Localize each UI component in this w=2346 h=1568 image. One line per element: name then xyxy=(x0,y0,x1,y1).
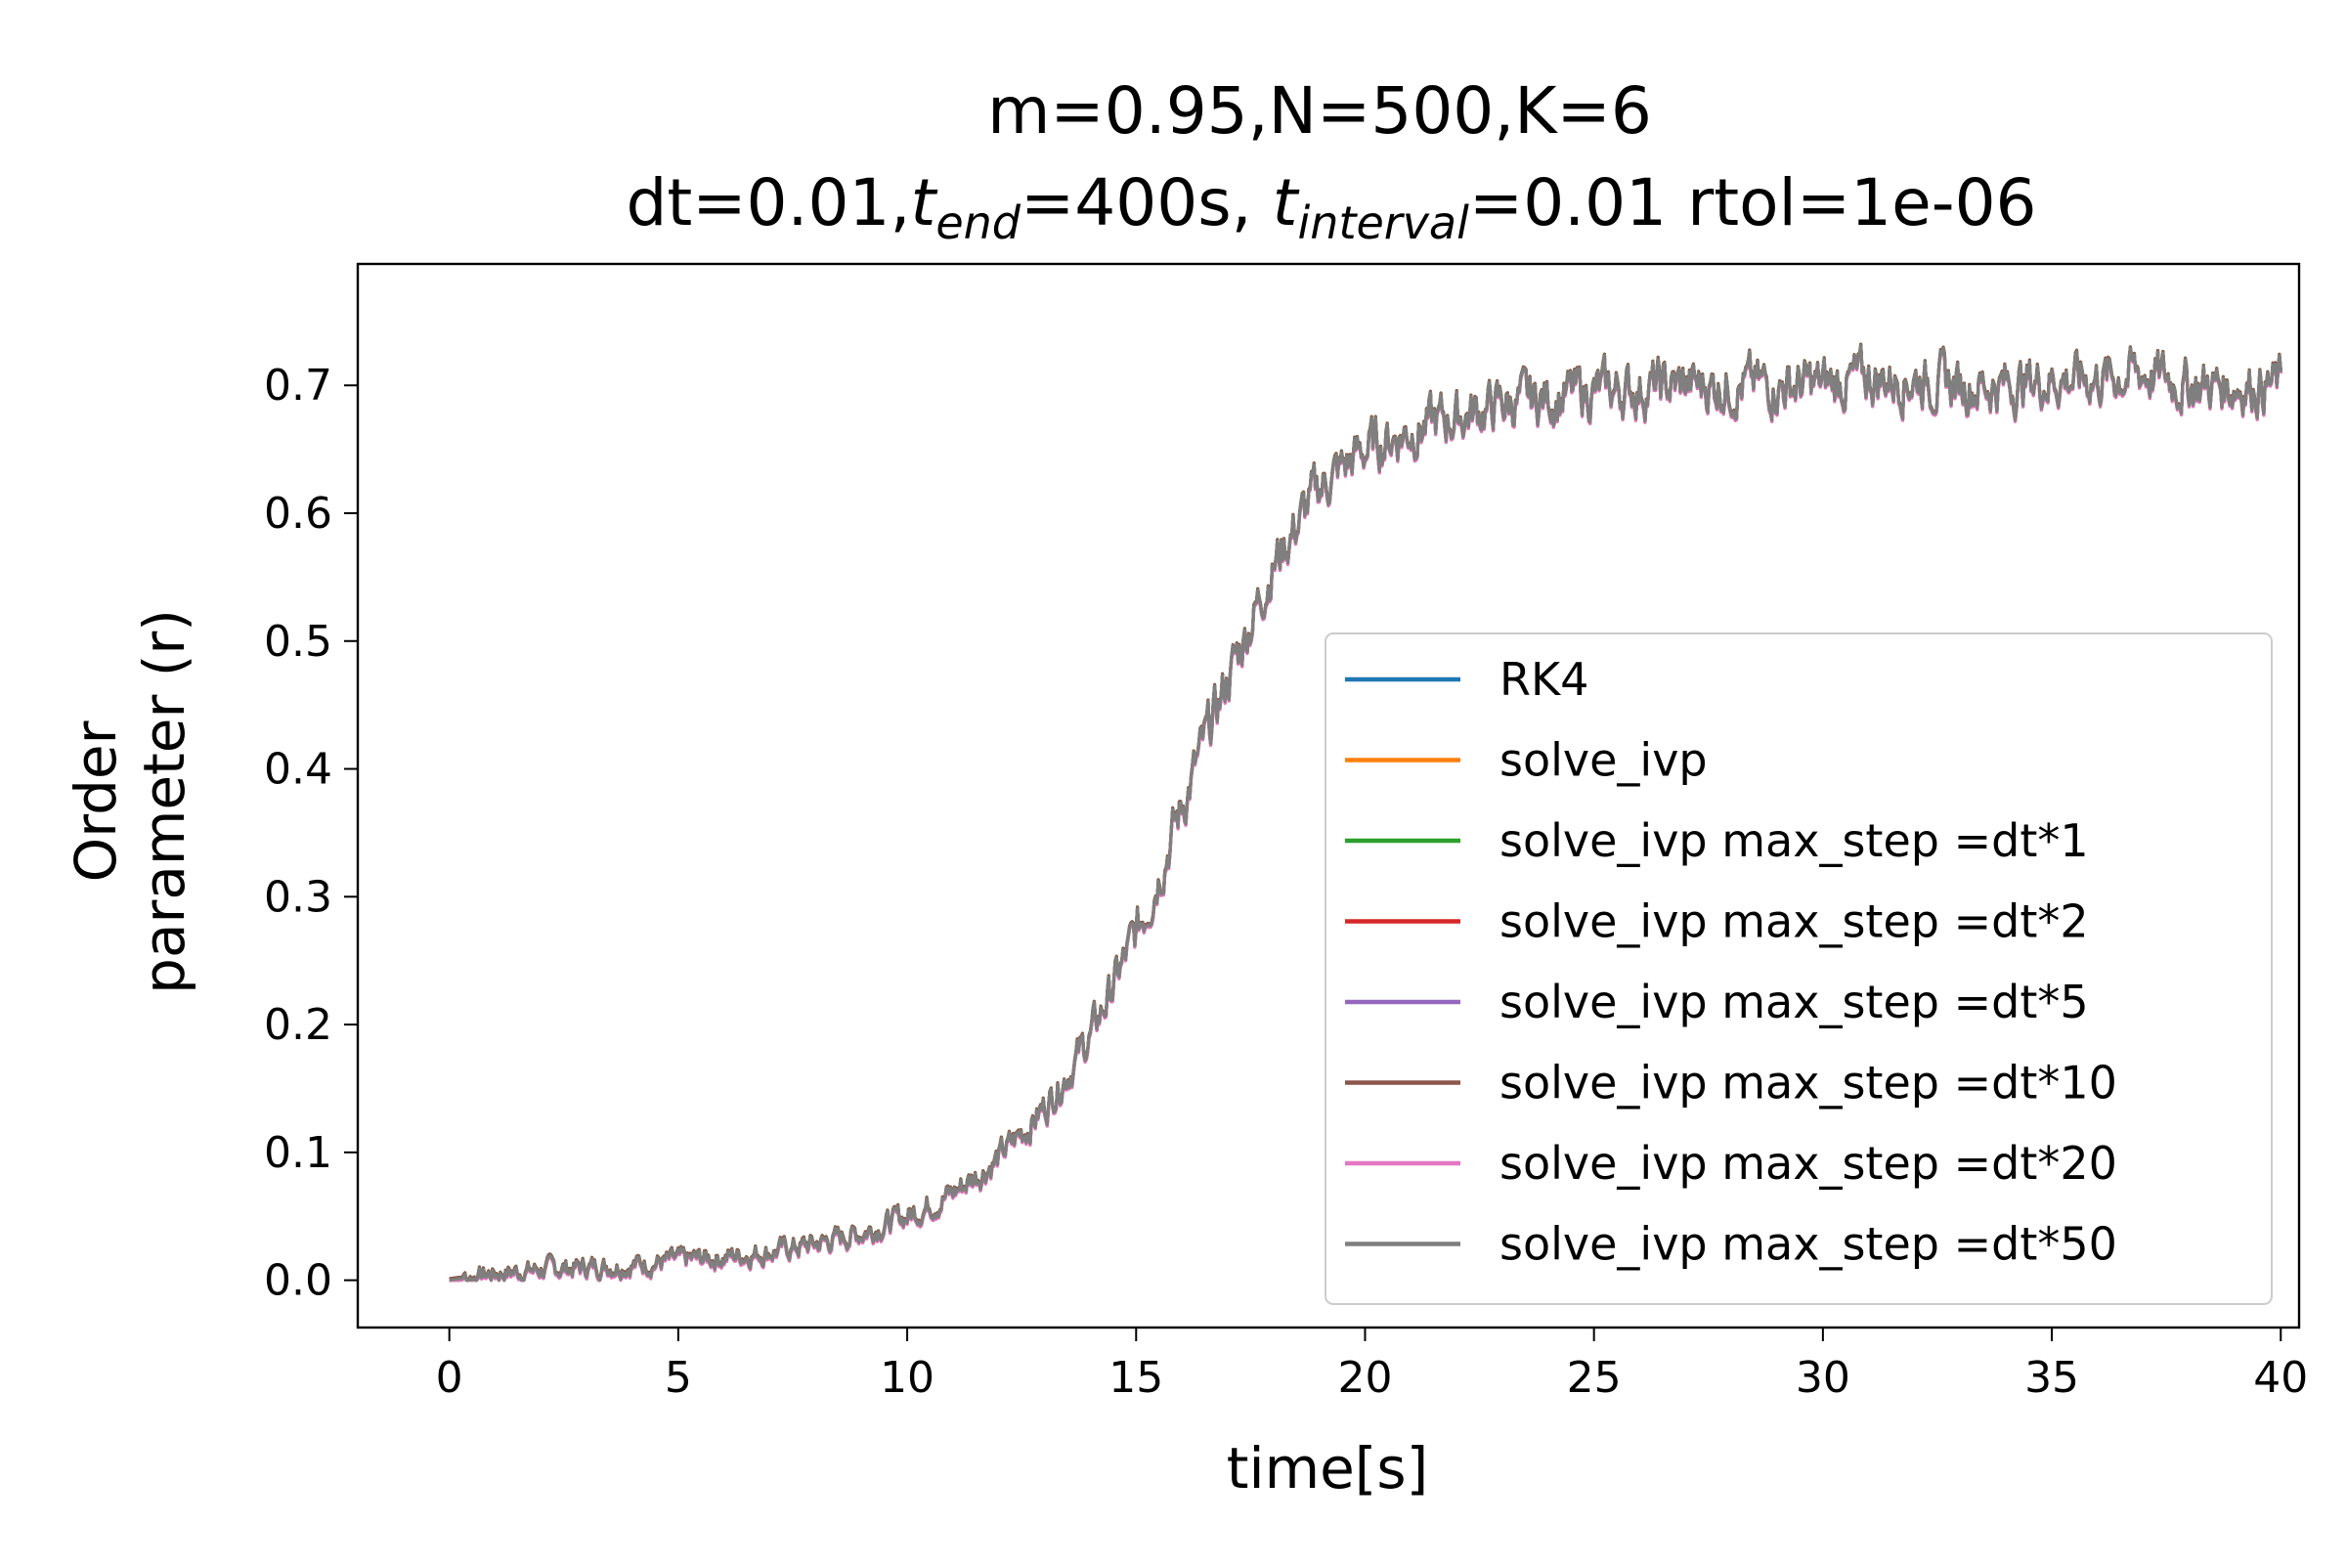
legend-label: solve_ivp max_step =dt*50 xyxy=(1499,1218,2117,1271)
legend-label: solve_ivp max_step =dt*10 xyxy=(1499,1057,2117,1110)
x-tick-label: 30 xyxy=(1796,1353,1850,1403)
legend-label: RK4 xyxy=(1499,653,1588,706)
x-tick-label: 5 xyxy=(665,1353,692,1403)
x-tick-label: 40 xyxy=(2253,1353,2308,1403)
x-tick-label: 25 xyxy=(1567,1353,1622,1403)
title-dt: dt=0.01, xyxy=(626,165,910,240)
legend-label: solve_ivp max_step =dt*1 xyxy=(1499,814,2089,867)
title-interval-value: =0.01 rtol=1e-06 xyxy=(1469,165,2037,240)
y-axis-label: Order parameter (r) xyxy=(63,609,197,994)
legend-label: solve_ivp max_step =dt*2 xyxy=(1499,895,2089,948)
legend: RK4 solve_ivp solve_ivp max_step =dt*1 solv… xyxy=(1325,632,2273,1305)
chart-title-line2: dt=0.01,tend=400s, tinterval=0.01 rtol=1… xyxy=(626,165,2036,249)
x-axis-label: time[s] xyxy=(1227,1435,1429,1502)
series-layer xyxy=(449,342,2282,1283)
x-tick-label: 20 xyxy=(1337,1353,1392,1403)
legend-label: solve_ivp xyxy=(1499,734,1708,787)
x-tick-label: 15 xyxy=(1108,1353,1163,1403)
title-t-interval-sub: interval xyxy=(1298,196,1470,249)
y-tick-label: 0.5 xyxy=(264,617,332,667)
legend-label: solve_ivp max_step =dt*20 xyxy=(1499,1137,2117,1190)
title-t-interval: t xyxy=(1273,165,1300,240)
y-tick-label: 0.3 xyxy=(264,872,332,922)
title-t-end-sub: end xyxy=(935,196,1021,249)
plot-frame xyxy=(356,262,2301,1329)
axes-layer: 0 5 10 15 20 25 30 35 40 0.0 0.1 0.2 0.3 0.4 0.5 0.6 0.7 xyxy=(264,262,2308,1403)
y-tick-label: 0.0 xyxy=(264,1256,332,1306)
y-tick-label: 0.1 xyxy=(264,1128,332,1178)
x-tick-label: 0 xyxy=(436,1353,463,1403)
series-line-7 xyxy=(449,344,2282,1283)
title-t-end-value: =400s, xyxy=(1021,165,1273,240)
legend-box xyxy=(1325,632,2273,1305)
y-tick-label: 0.7 xyxy=(264,361,332,411)
y-axis-label-line2: parameter (r) xyxy=(131,609,197,994)
x-tick-label: 35 xyxy=(2024,1353,2079,1403)
chart-title-line1: m=0.95,N=500,K=6 xyxy=(987,73,1652,149)
x-tick-label: 10 xyxy=(880,1353,934,1403)
y-tick-label: 0.2 xyxy=(264,1000,332,1050)
y-axis-label-line1: Order xyxy=(63,720,129,882)
legend-label: solve_ivp max_step =dt*5 xyxy=(1499,976,2089,1028)
y-tick-label: 0.6 xyxy=(264,489,332,539)
title-t-end: t xyxy=(910,165,937,240)
y-tick-label: 0.4 xyxy=(264,745,332,795)
